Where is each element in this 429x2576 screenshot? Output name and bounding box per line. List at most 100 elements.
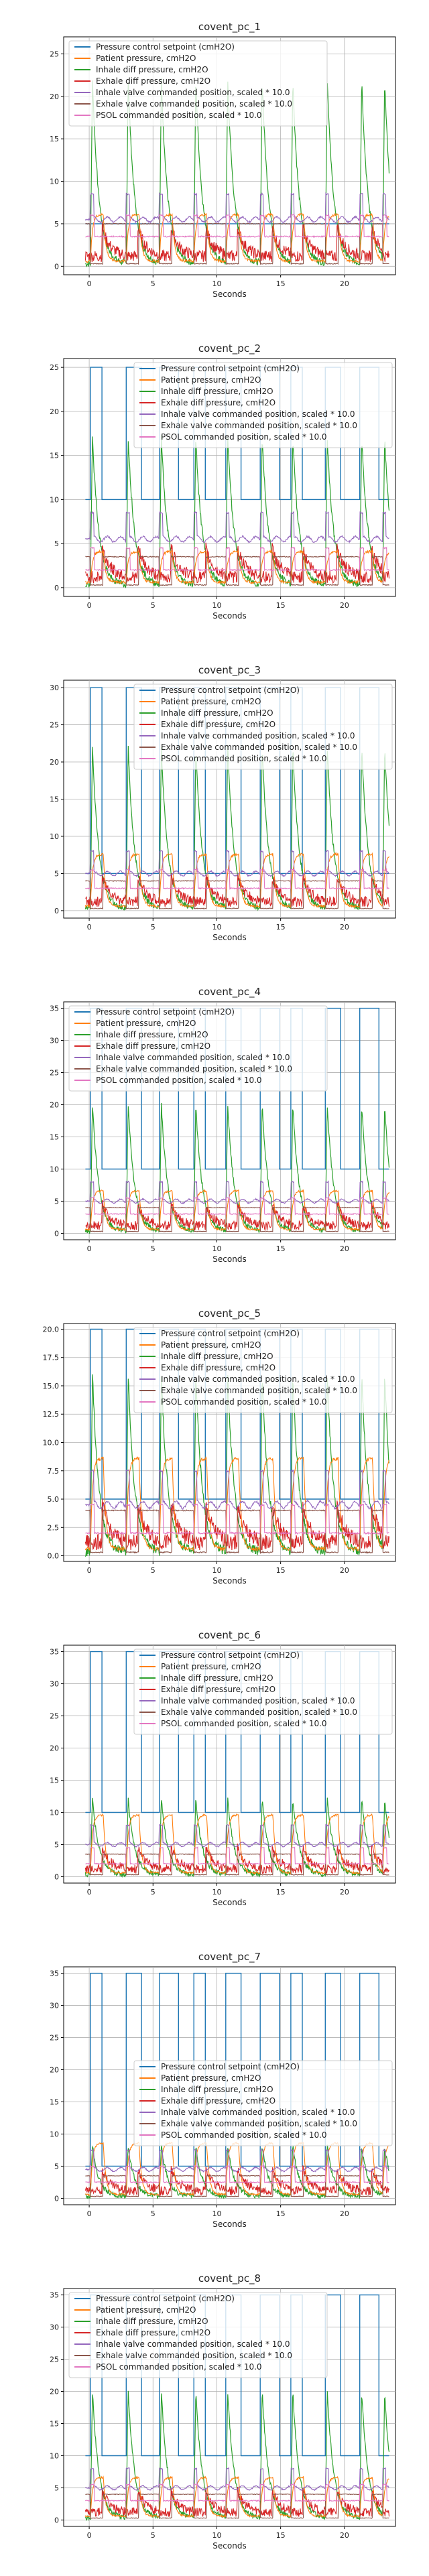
legend-entry: Exhale diff pressure, cmH2O — [96, 1041, 210, 1051]
y-tick-label: 15 — [50, 795, 59, 804]
legend-entry: Pressure control setpoint (cmH2O) — [96, 42, 235, 52]
y-tick-label: 20 — [50, 407, 59, 416]
y-tick-label: 0 — [54, 907, 59, 915]
legend-entry: Exhale diff pressure, cmH2O — [161, 1363, 275, 1372]
chart-title: covent_pc_5 — [198, 1307, 261, 1320]
legend-entry: Pressure control setpoint (cmH2O) — [96, 1007, 235, 1017]
x-tick-label: 0 — [87, 2209, 92, 2218]
legend-entry: Patient pressure, cmH2O — [161, 375, 261, 385]
y-tick-label: 20 — [50, 2066, 59, 2075]
legend-entry: Exhale valve commanded position, scaled … — [161, 743, 357, 752]
series-exhale-valve — [85, 2493, 389, 2520]
x-tick-label: 5 — [151, 923, 156, 931]
x-tick-label: 20 — [340, 2209, 349, 2218]
y-tick-label: 10 — [50, 1165, 59, 1173]
legend-entry: Exhale diff pressure, cmH2O — [161, 398, 275, 407]
y-tick-label: 35 — [50, 1648, 59, 1657]
legend-entry: Inhale diff pressure, cmH2O — [96, 2317, 208, 2326]
y-tick-label: 5 — [54, 869, 59, 878]
chart-title: covent_pc_4 — [198, 986, 261, 999]
y-tick-label: 17.5 — [43, 1354, 60, 1362]
legend-box — [133, 362, 393, 448]
x-tick-label: 15 — [276, 1244, 286, 1253]
y-tick-label: 5 — [54, 1197, 59, 1206]
y-tick-label: 30 — [50, 2002, 59, 2010]
legend-entry: Inhale diff pressure, cmH2O — [161, 1352, 273, 1361]
legend-entry: Pressure control setpoint (cmH2O) — [161, 1651, 300, 1660]
y-tick-label: 20.0 — [43, 1325, 60, 1334]
legend-entry: Patient pressure, cmH2O — [161, 2073, 261, 2083]
legend-box — [133, 1649, 393, 1735]
x-tick-label: 15 — [276, 1888, 286, 1896]
series-patient-pressure — [85, 212, 389, 264]
legend-box — [68, 40, 328, 127]
y-tick-label: 30 — [50, 1680, 59, 1689]
x-tick-label: 20 — [340, 1888, 349, 1896]
legend-entry: Exhale diff pressure, cmH2O — [161, 1685, 275, 1694]
x-tick-label: 20 — [340, 1566, 349, 1575]
legend-entry: Exhale diff pressure, cmH2O — [161, 2096, 275, 2106]
y-tick-label: 7.5 — [48, 1467, 60, 1476]
x-axis-label: Seconds — [212, 2219, 246, 2229]
y-tick-label: 20 — [50, 758, 59, 767]
series-exhale-valve — [85, 1853, 389, 1876]
x-tick-label: 0 — [87, 279, 92, 288]
legend-entry: Patient pressure, cmH2O — [161, 1662, 261, 1671]
y-tick-label: 20 — [50, 92, 59, 101]
chart-title: covent_pc_8 — [198, 2272, 261, 2285]
y-tick-label: 5 — [54, 2484, 59, 2492]
chart-panel-7: covent_pc_7 0 5 10 15 20 25 30 35 0 5 10 15 20 Seconds… — [50, 1951, 396, 2229]
y-tick-label: 10 — [50, 2451, 59, 2460]
series-exhale-valve — [85, 222, 389, 265]
chart-panel-4: covent_pc_4 0 5 10 15 20 25 30 35 0 5 10 15 20 Seconds… — [50, 986, 396, 1264]
chart-panel-5: covent_pc_5 0.0 2.5 5.0 7.5 10.0 12.5 15.0 17.5 2… — [43, 1307, 396, 1586]
y-tick-label: 15 — [50, 2419, 59, 2428]
x-tick-label: 5 — [151, 2531, 156, 2540]
x-tick-label: 10 — [212, 1244, 221, 1253]
y-tick-label: 30 — [50, 684, 59, 692]
series-exhale-diff — [84, 2165, 390, 2197]
chart-panel-2: covent_pc_2 0 5 10 15 20 25 0 5 10 15 20 Seconds Pres… — [50, 342, 396, 621]
legend: Pressure control setpoint (cmH2O) Patient… — [133, 684, 393, 770]
legend-entry: Exhale diff pressure, cmH2O — [96, 76, 210, 86]
series-exhale-valve — [85, 1508, 389, 1555]
y-tick-label: 0 — [54, 262, 59, 271]
series-exhale-diff — [85, 1200, 390, 1232]
legend-entry: Inhale valve commanded position, scaled … — [96, 88, 290, 97]
x-tick-label: 5 — [151, 1888, 156, 1896]
legend-box — [68, 2292, 328, 2378]
x-tick-label: 20 — [340, 923, 349, 931]
x-axis-label: Seconds — [212, 1576, 246, 1586]
legend-entry: Patient pressure, cmH2O — [96, 1019, 196, 1028]
x-tick-label: 5 — [151, 601, 156, 610]
x-axis-label: Seconds — [212, 611, 246, 621]
y-tick-label: 25 — [50, 2034, 59, 2043]
legend-entry: Pressure control setpoint (cmH2O) — [161, 686, 300, 695]
y-tick-label: 5 — [54, 539, 59, 548]
chart-title: covent_pc_6 — [198, 1629, 261, 1642]
legend-entry: Patient pressure, cmH2O — [96, 54, 196, 63]
series-patient-pressure — [85, 1813, 389, 1875]
x-axis-label: Seconds — [212, 1898, 246, 1907]
y-tick-label: 10 — [50, 2130, 59, 2138]
chart-title: covent_pc_3 — [198, 664, 261, 677]
y-tick-label: 25 — [50, 2356, 59, 2364]
legend-box — [68, 1005, 328, 1092]
series-inhale-valve — [84, 849, 389, 877]
series-inhale-valve — [84, 511, 389, 543]
y-tick-label: 0 — [54, 2194, 59, 2203]
series-exhale-valve — [85, 879, 389, 910]
legend-entry: PSOL commanded position, scaled * 10.0 — [96, 1076, 262, 1085]
y-tick-label: 5.0 — [48, 1495, 60, 1504]
legend-entry: Exhale diff pressure, cmH2O — [96, 2328, 210, 2337]
series-exhale-diff — [84, 542, 390, 584]
x-tick-label: 20 — [340, 2531, 349, 2540]
series-inhale-diff — [84, 745, 390, 911]
series-psol — [85, 213, 389, 239]
x-tick-label: 15 — [276, 2209, 286, 2218]
legend: Pressure control setpoint (cmH2O) Patient… — [68, 1005, 328, 1092]
legend-entry: Inhale valve commanded position, scaled … — [161, 1696, 355, 1705]
y-tick-label: 10 — [50, 495, 59, 504]
chart-panel-1: covent_pc_1 0 5 10 15 20 25 0 5 10 15 20 Seconds Pres… — [50, 21, 396, 299]
legend-entry: Exhale valve commanded position, scaled … — [161, 2119, 357, 2128]
